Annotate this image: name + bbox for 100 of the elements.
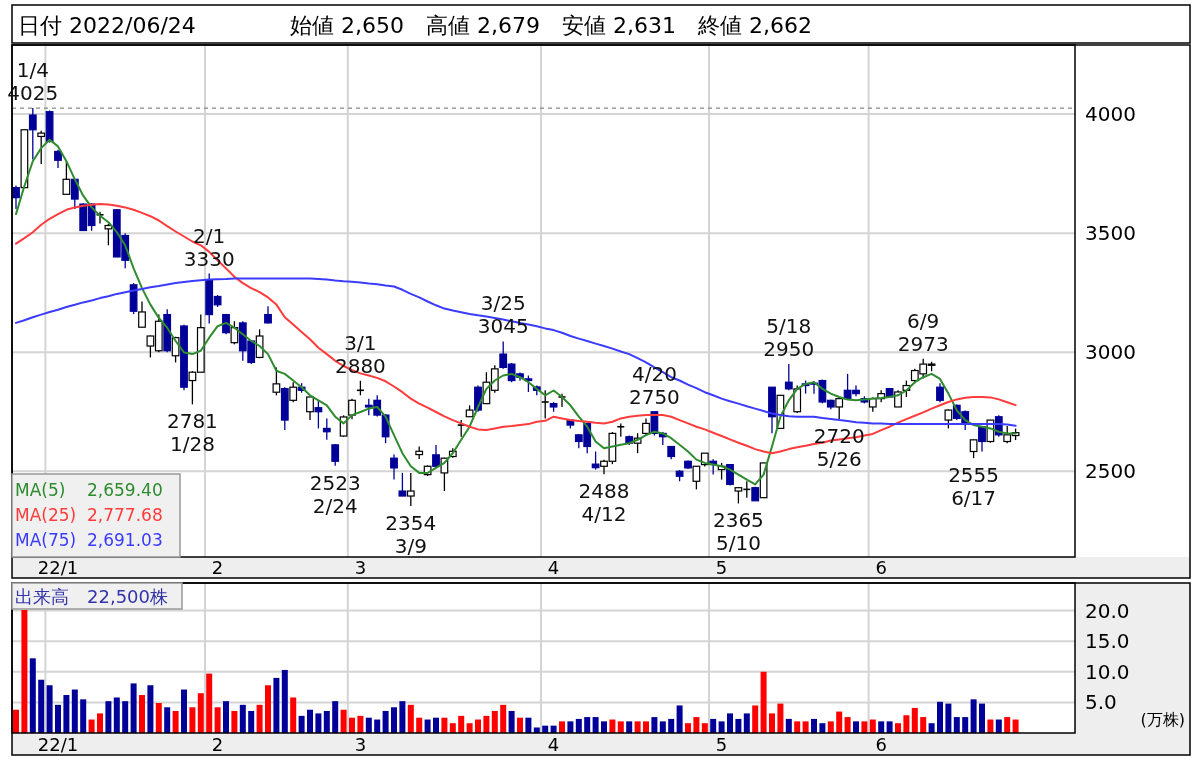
bar bbox=[273, 677, 280, 733]
bar bbox=[525, 717, 532, 733]
bar bbox=[147, 685, 154, 733]
bar bbox=[223, 701, 229, 733]
annotation: 2354 3/9 bbox=[385, 511, 437, 559]
candlestick bbox=[969, 439, 978, 459]
bar bbox=[953, 717, 960, 733]
bar bbox=[399, 701, 406, 733]
bar bbox=[827, 721, 834, 733]
bar bbox=[71, 689, 78, 733]
bar bbox=[164, 707, 171, 733]
bar bbox=[466, 723, 473, 733]
bar bbox=[920, 717, 927, 733]
bar bbox=[491, 710, 498, 733]
y-axis-title: (万株) bbox=[1140, 710, 1185, 729]
bar bbox=[634, 721, 641, 733]
bar bbox=[508, 710, 515, 733]
candlestick bbox=[289, 381, 298, 403]
bar bbox=[307, 709, 313, 733]
bar bbox=[735, 718, 742, 733]
x-tick-label: 3 bbox=[354, 734, 367, 755]
bar bbox=[727, 713, 733, 733]
bar bbox=[626, 721, 633, 733]
bar bbox=[718, 721, 725, 733]
x-tick-label: 6 bbox=[875, 557, 887, 578]
bar bbox=[617, 721, 624, 733]
bar bbox=[962, 717, 969, 733]
bar bbox=[937, 701, 943, 733]
bar bbox=[416, 717, 423, 733]
bar bbox=[878, 721, 885, 733]
bar bbox=[239, 704, 246, 733]
text: MA(5) 2,659.40 bbox=[15, 480, 163, 500]
x-tick-label: 2 bbox=[211, 557, 224, 578]
bar bbox=[685, 723, 691, 733]
bar bbox=[601, 721, 607, 733]
bar bbox=[517, 717, 523, 733]
bar bbox=[559, 721, 565, 733]
chart-subtitle: 始値 2,650 高値 2,679 安値 2,631 終値 2,662 bbox=[290, 13, 812, 38]
x-tick-label: 4 bbox=[547, 557, 560, 578]
bar bbox=[668, 718, 675, 733]
bar bbox=[365, 717, 372, 733]
candlestick bbox=[322, 417, 331, 441]
text: MA(75) 2,691.03 bbox=[15, 530, 163, 550]
candlestick bbox=[12, 184, 20, 210]
bar bbox=[256, 704, 263, 733]
bar bbox=[911, 707, 918, 733]
bar bbox=[298, 715, 305, 733]
bar bbox=[651, 717, 658, 733]
x-tick-label: 22/1 bbox=[37, 557, 79, 578]
candlestick bbox=[138, 300, 146, 328]
bar bbox=[836, 711, 843, 733]
bar bbox=[811, 718, 817, 733]
candlestick bbox=[37, 130, 46, 165]
candlestick bbox=[272, 366, 281, 396]
x-tick-label: 5 bbox=[715, 557, 728, 578]
bar bbox=[13, 709, 19, 733]
bar bbox=[483, 715, 490, 733]
bar bbox=[844, 717, 851, 733]
bar bbox=[979, 703, 985, 733]
candlestick bbox=[28, 107, 37, 161]
bar bbox=[265, 685, 271, 733]
bar bbox=[819, 723, 826, 733]
x-tick-label: 22/1 bbox=[37, 734, 79, 755]
bar bbox=[760, 671, 767, 733]
bar bbox=[323, 710, 330, 733]
x-tick-label: 3 bbox=[354, 557, 367, 578]
y-tick-label: 15.0 bbox=[1085, 629, 1130, 654]
bar bbox=[97, 713, 103, 733]
bar bbox=[105, 701, 112, 733]
bar bbox=[130, 683, 137, 733]
candlestick bbox=[978, 425, 986, 453]
bar bbox=[407, 704, 414, 733]
bar bbox=[1004, 717, 1011, 733]
bar bbox=[63, 695, 70, 733]
chart-title: 出来高 22,500株 bbox=[15, 586, 168, 607]
x-tick-label: 4 bbox=[547, 734, 560, 755]
bar bbox=[777, 703, 784, 733]
annotation: 6/9 2973 bbox=[897, 308, 949, 356]
bar bbox=[567, 721, 574, 733]
bar bbox=[710, 718, 717, 733]
bar bbox=[861, 721, 868, 733]
bar bbox=[592, 717, 599, 733]
bar bbox=[290, 697, 297, 733]
bar bbox=[206, 673, 213, 733]
bar bbox=[533, 727, 540, 733]
candlestick bbox=[784, 363, 793, 391]
y-tick-label: 4000 bbox=[1085, 102, 1136, 127]
bar bbox=[332, 701, 339, 733]
bar bbox=[970, 699, 977, 733]
candlestick bbox=[348, 397, 356, 421]
candlestick bbox=[390, 453, 398, 481]
bar bbox=[139, 695, 145, 733]
annotation: 2488 4/12 bbox=[578, 479, 630, 527]
bar bbox=[349, 717, 355, 733]
candlestick bbox=[936, 382, 944, 403]
bar bbox=[903, 715, 910, 733]
bar bbox=[155, 703, 162, 733]
bar bbox=[29, 658, 36, 733]
y-tick-label: 3500 bbox=[1085, 221, 1136, 246]
bar bbox=[853, 721, 859, 733]
